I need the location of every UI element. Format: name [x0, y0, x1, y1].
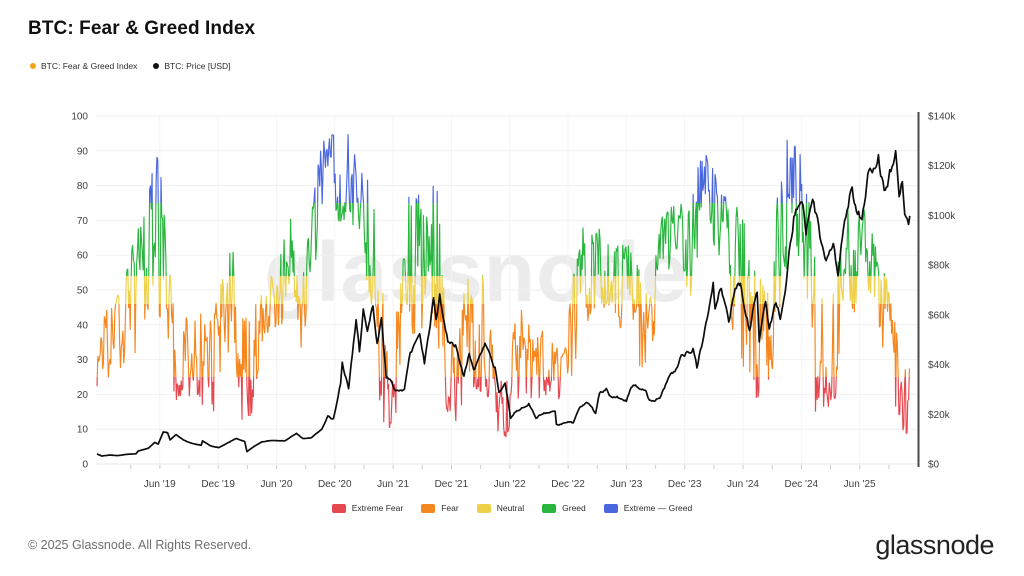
glassnode-logo: glassnode — [875, 530, 994, 560]
y-right-tick-label: $140k — [928, 112, 956, 123]
y-left-tick-label: 90 — [77, 146, 89, 157]
x-axis-tick-label: Dec '24 — [785, 479, 819, 490]
fear-greed-series — [96, 303, 911, 378]
bottom-legend: Extreme Fear Fear Neutral Greed Extreme — Gr… — [0, 503, 1024, 513]
y-right-tick-label: $60k — [928, 310, 951, 321]
y-left-tick-label: 70 — [77, 216, 89, 227]
legend-label: Extreme Fear — [351, 503, 404, 513]
legend-item-extreme-greed[interactable]: Extreme — Greed — [603, 503, 693, 513]
x-axis-tick-label: Jun '19 — [144, 479, 176, 490]
x-axis-tick-label: Jun '21 — [377, 479, 409, 490]
y-right-tick-label: $120k — [928, 161, 956, 172]
legend-swatch-icon — [421, 503, 436, 513]
y-right-tick-label: $0 — [928, 460, 940, 471]
y-right-tick-label: $100k — [928, 211, 956, 222]
legend-swatch-icon — [331, 503, 346, 513]
legend-swatch-icon — [542, 503, 557, 513]
y-left-tick-label: 80 — [77, 181, 89, 192]
legend-label: Neutral — [496, 503, 525, 513]
fear-greed-series-dot-icon — [30, 63, 36, 69]
y-left-tick-label: 40 — [77, 320, 89, 331]
fear-greed-series — [115, 275, 892, 305]
y-left-tick-label: 10 — [77, 425, 89, 436]
y-left-tick-label: 20 — [77, 390, 89, 401]
fear-greed-series — [148, 134, 810, 204]
top-legend-label: BTC: Price [USD] — [164, 61, 231, 71]
y-right-tick-label: $40k — [928, 360, 951, 371]
y-left-tick-label: 50 — [77, 286, 89, 297]
top-legend-label: BTC: Fear & Greed Index — [41, 61, 138, 71]
legend-label: Extreme — Greed — [623, 503, 693, 513]
x-axis-tick-label: Jun '24 — [727, 479, 759, 490]
y-left-tick-label: 0 — [82, 460, 88, 471]
y-left-tick-label: 60 — [77, 251, 89, 262]
y-left-tick-label: 30 — [77, 355, 89, 366]
x-axis-tick-label: Dec '20 — [318, 479, 352, 490]
top-legend-item-price[interactable]: BTC: Price [USD] — [153, 61, 231, 71]
y-right-tick-label: $80k — [928, 261, 951, 272]
btc-price-series — [96, 149, 911, 457]
x-axis-tick-label: Jun '23 — [610, 479, 642, 490]
x-axis-tick-label: Dec '19 — [201, 479, 235, 490]
x-axis-tick-label: Jun '20 — [260, 479, 292, 490]
copyright-text: © 2025 Glassnode. All Rights Reserved. — [28, 538, 252, 552]
top-legend: BTC: Fear & Greed Index BTC: Price [USD] — [30, 61, 231, 71]
legend-item-greed[interactable]: Greed — [542, 503, 586, 513]
x-axis-tick-label: Jun '22 — [494, 479, 526, 490]
legend-item-neutral[interactable]: Neutral — [476, 503, 525, 513]
x-axis-tick-label: Dec '23 — [668, 479, 702, 490]
legend-swatch-icon — [603, 503, 618, 513]
top-legend-item-fear-greed[interactable]: BTC: Fear & Greed Index — [30, 61, 137, 71]
price-series-dot-icon — [153, 63, 160, 69]
y-right-tick-label: $20k — [928, 410, 951, 421]
x-axis-tick-label: Dec '22 — [551, 479, 585, 490]
legend-label: Greed — [562, 503, 586, 513]
legend-label: Fear — [441, 503, 459, 513]
fear-greed-series — [96, 376, 910, 438]
legend-item-fear[interactable]: Fear — [421, 503, 459, 513]
x-axis-tick-label: Dec '21 — [435, 479, 469, 490]
legend-swatch-icon — [476, 503, 491, 513]
page-title: BTC: Fear & Greed Index — [28, 18, 256, 39]
x-axis-tick-label: Jun '25 — [844, 479, 876, 490]
legend-item-extreme-fear[interactable]: Extreme Fear — [331, 503, 404, 513]
fear-greed-series — [125, 202, 885, 277]
y-left-tick-label: 100 — [71, 112, 88, 123]
